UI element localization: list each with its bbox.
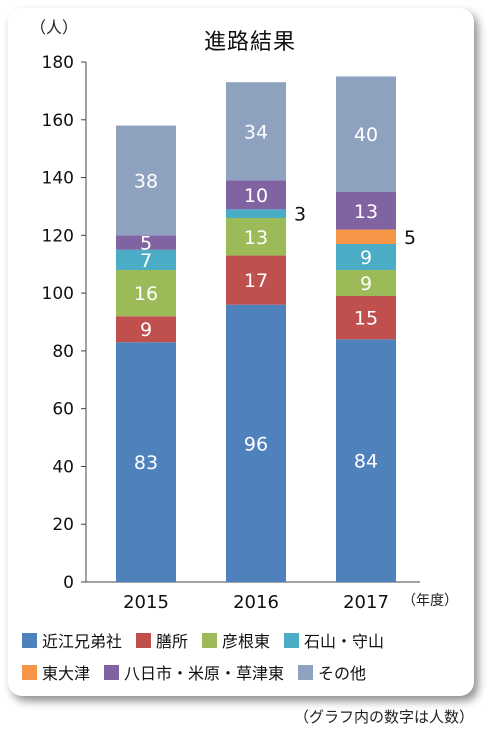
y-tick-label: 120 bbox=[42, 226, 74, 246]
data-label: 38 bbox=[134, 170, 158, 192]
bar-segment bbox=[226, 209, 286, 218]
data-label: 17 bbox=[244, 270, 268, 292]
data-label: 10 bbox=[244, 185, 268, 207]
data-label: 40 bbox=[354, 124, 378, 146]
y-tick-label: 20 bbox=[52, 515, 74, 535]
chart-note: （グラフ内の数字は人数） bbox=[293, 708, 474, 726]
bar-segment bbox=[336, 192, 396, 230]
y-tick-label: 160 bbox=[42, 111, 74, 131]
y-tick-label: 100 bbox=[42, 284, 74, 304]
legend-swatch bbox=[22, 632, 37, 648]
bar-segment bbox=[116, 342, 176, 582]
data-label: 5 bbox=[140, 233, 152, 255]
x-tick-label: 2017 bbox=[343, 592, 389, 613]
bar-segment bbox=[116, 235, 176, 250]
bar-segment bbox=[226, 218, 286, 256]
data-label: 34 bbox=[244, 121, 268, 143]
bar-segment bbox=[226, 82, 286, 181]
legend-swatch bbox=[104, 664, 120, 680]
bar-segment bbox=[116, 270, 176, 317]
data-label: 5 bbox=[404, 227, 416, 249]
bar-segment bbox=[116, 249, 176, 270]
legend-row: 東大津 八日市・米原・草津東 その他 bbox=[22, 656, 482, 688]
y-tick-label: 60 bbox=[52, 400, 74, 420]
bar-segment bbox=[336, 76, 396, 192]
legend-label: その他 bbox=[318, 664, 367, 683]
legend-item: 八日市・米原・草津東 bbox=[104, 660, 284, 684]
chart-title: 進路結果 bbox=[203, 30, 296, 55]
data-label: 96 bbox=[244, 433, 268, 455]
bar-segment bbox=[226, 304, 286, 582]
legend-item: 東大津 bbox=[22, 660, 90, 684]
data-label: 16 bbox=[134, 283, 158, 305]
bar-segment bbox=[116, 316, 176, 343]
legend-swatch bbox=[284, 632, 300, 648]
x-axis-unit: （年度） bbox=[402, 593, 458, 609]
y-axis-unit: （人） bbox=[30, 18, 79, 37]
legend-item: 膳所 bbox=[136, 628, 188, 652]
x-tick-label: 2016 bbox=[233, 592, 279, 613]
bar-segment bbox=[336, 244, 396, 270]
data-label: 3 bbox=[294, 204, 306, 226]
y-tick-label: 0 bbox=[63, 573, 74, 593]
y-tick-label: 140 bbox=[42, 169, 74, 189]
y-tick-label: 80 bbox=[52, 342, 74, 362]
legend-label: 膳所 bbox=[156, 632, 189, 651]
bar-segment bbox=[336, 339, 396, 582]
legend-label: 東大津 bbox=[42, 664, 91, 683]
data-label: 13 bbox=[354, 201, 378, 223]
bar-segment bbox=[336, 296, 396, 340]
y-tick-label: 40 bbox=[52, 457, 74, 477]
bar-segment bbox=[336, 270, 396, 296]
data-label: 13 bbox=[244, 227, 268, 249]
legend-swatch bbox=[136, 632, 152, 648]
bar-segment bbox=[116, 125, 176, 236]
legend-item: その他 bbox=[298, 660, 366, 684]
bar-segment bbox=[226, 255, 286, 305]
legend-swatch bbox=[22, 664, 37, 680]
legend-label: 彦根東 bbox=[222, 632, 271, 651]
data-label: 9 bbox=[360, 273, 372, 295]
legend-item: 石山・守山 bbox=[284, 628, 384, 652]
data-label: 7 bbox=[140, 250, 152, 272]
bar-segment bbox=[226, 180, 286, 210]
legend-label: 八日市・米原・草津東 bbox=[124, 664, 285, 683]
data-label: 84 bbox=[354, 451, 378, 473]
legend: 近江兄弟社 膳所 彦根東 石山・守山東大津 八日市・米原・草津東 その他 bbox=[22, 624, 482, 688]
data-label: 83 bbox=[134, 452, 158, 474]
legend-row: 近江兄弟社 膳所 彦根東 石山・守山 bbox=[22, 624, 482, 656]
y-tick-label: 180 bbox=[42, 53, 74, 73]
legend-item: 近江兄弟社 bbox=[22, 628, 122, 652]
legend-swatch bbox=[298, 664, 314, 680]
data-label: 9 bbox=[140, 319, 152, 341]
x-tick-label: 2015 bbox=[123, 592, 169, 613]
data-label: 9 bbox=[360, 247, 372, 269]
legend-label: 石山・守山 bbox=[304, 632, 385, 651]
data-label: 15 bbox=[354, 308, 378, 330]
bar-segment bbox=[336, 229, 396, 244]
legend-item: 彦根東 bbox=[202, 628, 270, 652]
legend-label: 近江兄弟社 bbox=[42, 632, 123, 651]
legend-swatch bbox=[202, 632, 218, 648]
